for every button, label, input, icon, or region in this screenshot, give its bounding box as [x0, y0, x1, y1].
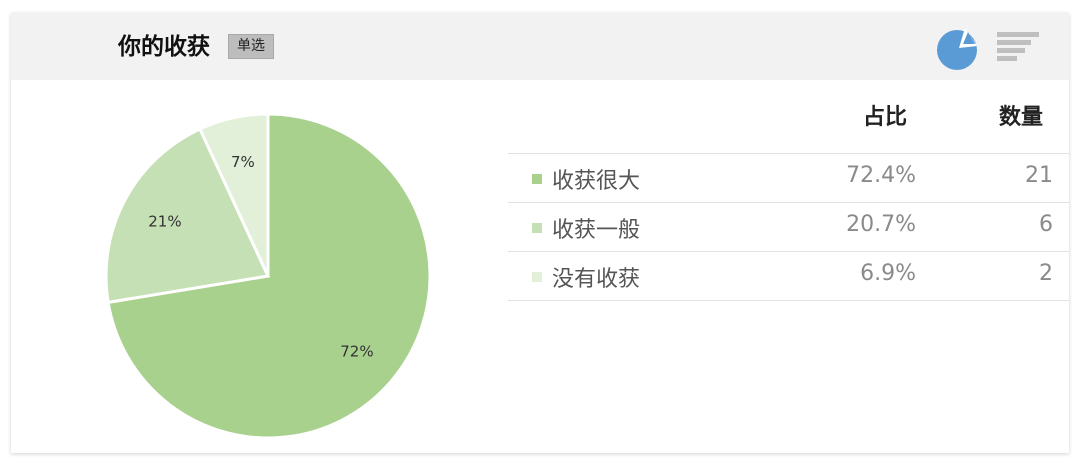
pie-chart-icon[interactable] — [935, 26, 979, 70]
option-count: 21 — [1025, 163, 1053, 188]
pie-icon-body — [937, 30, 977, 70]
option-label: 收获很大 — [552, 163, 640, 195]
column-header-count: 数量 — [999, 99, 1043, 131]
table-row: 收获一般 20.7% 6 — [508, 202, 1069, 251]
card-header: 你的收获 单选 — [11, 13, 1069, 80]
column-header-ratio: 占比 — [863, 99, 907, 131]
option-count: 2 — [1039, 261, 1053, 286]
question-title: 你的收获 — [118, 33, 210, 61]
legend-swatch — [532, 174, 542, 184]
option-ratio: 72.4% — [846, 163, 916, 188]
pie-data-label: 72% — [340, 342, 373, 360]
legend-swatch — [532, 223, 542, 233]
table-row: 收获很大 72.4% 21 — [508, 153, 1069, 202]
option-ratio: 20.7% — [846, 212, 916, 237]
question-type-badge: 单选 — [228, 34, 274, 59]
option-ratio: 6.9% — [860, 261, 916, 286]
pie-chart: 72% 21% 7% — [103, 111, 433, 441]
pie-data-label: 21% — [148, 212, 181, 230]
pie-data-label: 7% — [231, 153, 255, 171]
legend-swatch — [532, 272, 542, 282]
result-table: 收获很大 72.4% 21 收获一般 20.7% 6 没有收获 6.9% 2 — [508, 153, 1069, 301]
bar-chart-icon[interactable] — [995, 30, 1041, 66]
option-count: 6 — [1039, 212, 1053, 237]
survey-result-card: 你的收获 单选 72% 21% 7% 占比 数量 收获很大 72.4% — [11, 13, 1069, 453]
option-label: 没有收获 — [552, 261, 640, 293]
table-row: 没有收获 6.9% 2 — [508, 251, 1069, 301]
option-label: 收获一般 — [552, 212, 640, 244]
